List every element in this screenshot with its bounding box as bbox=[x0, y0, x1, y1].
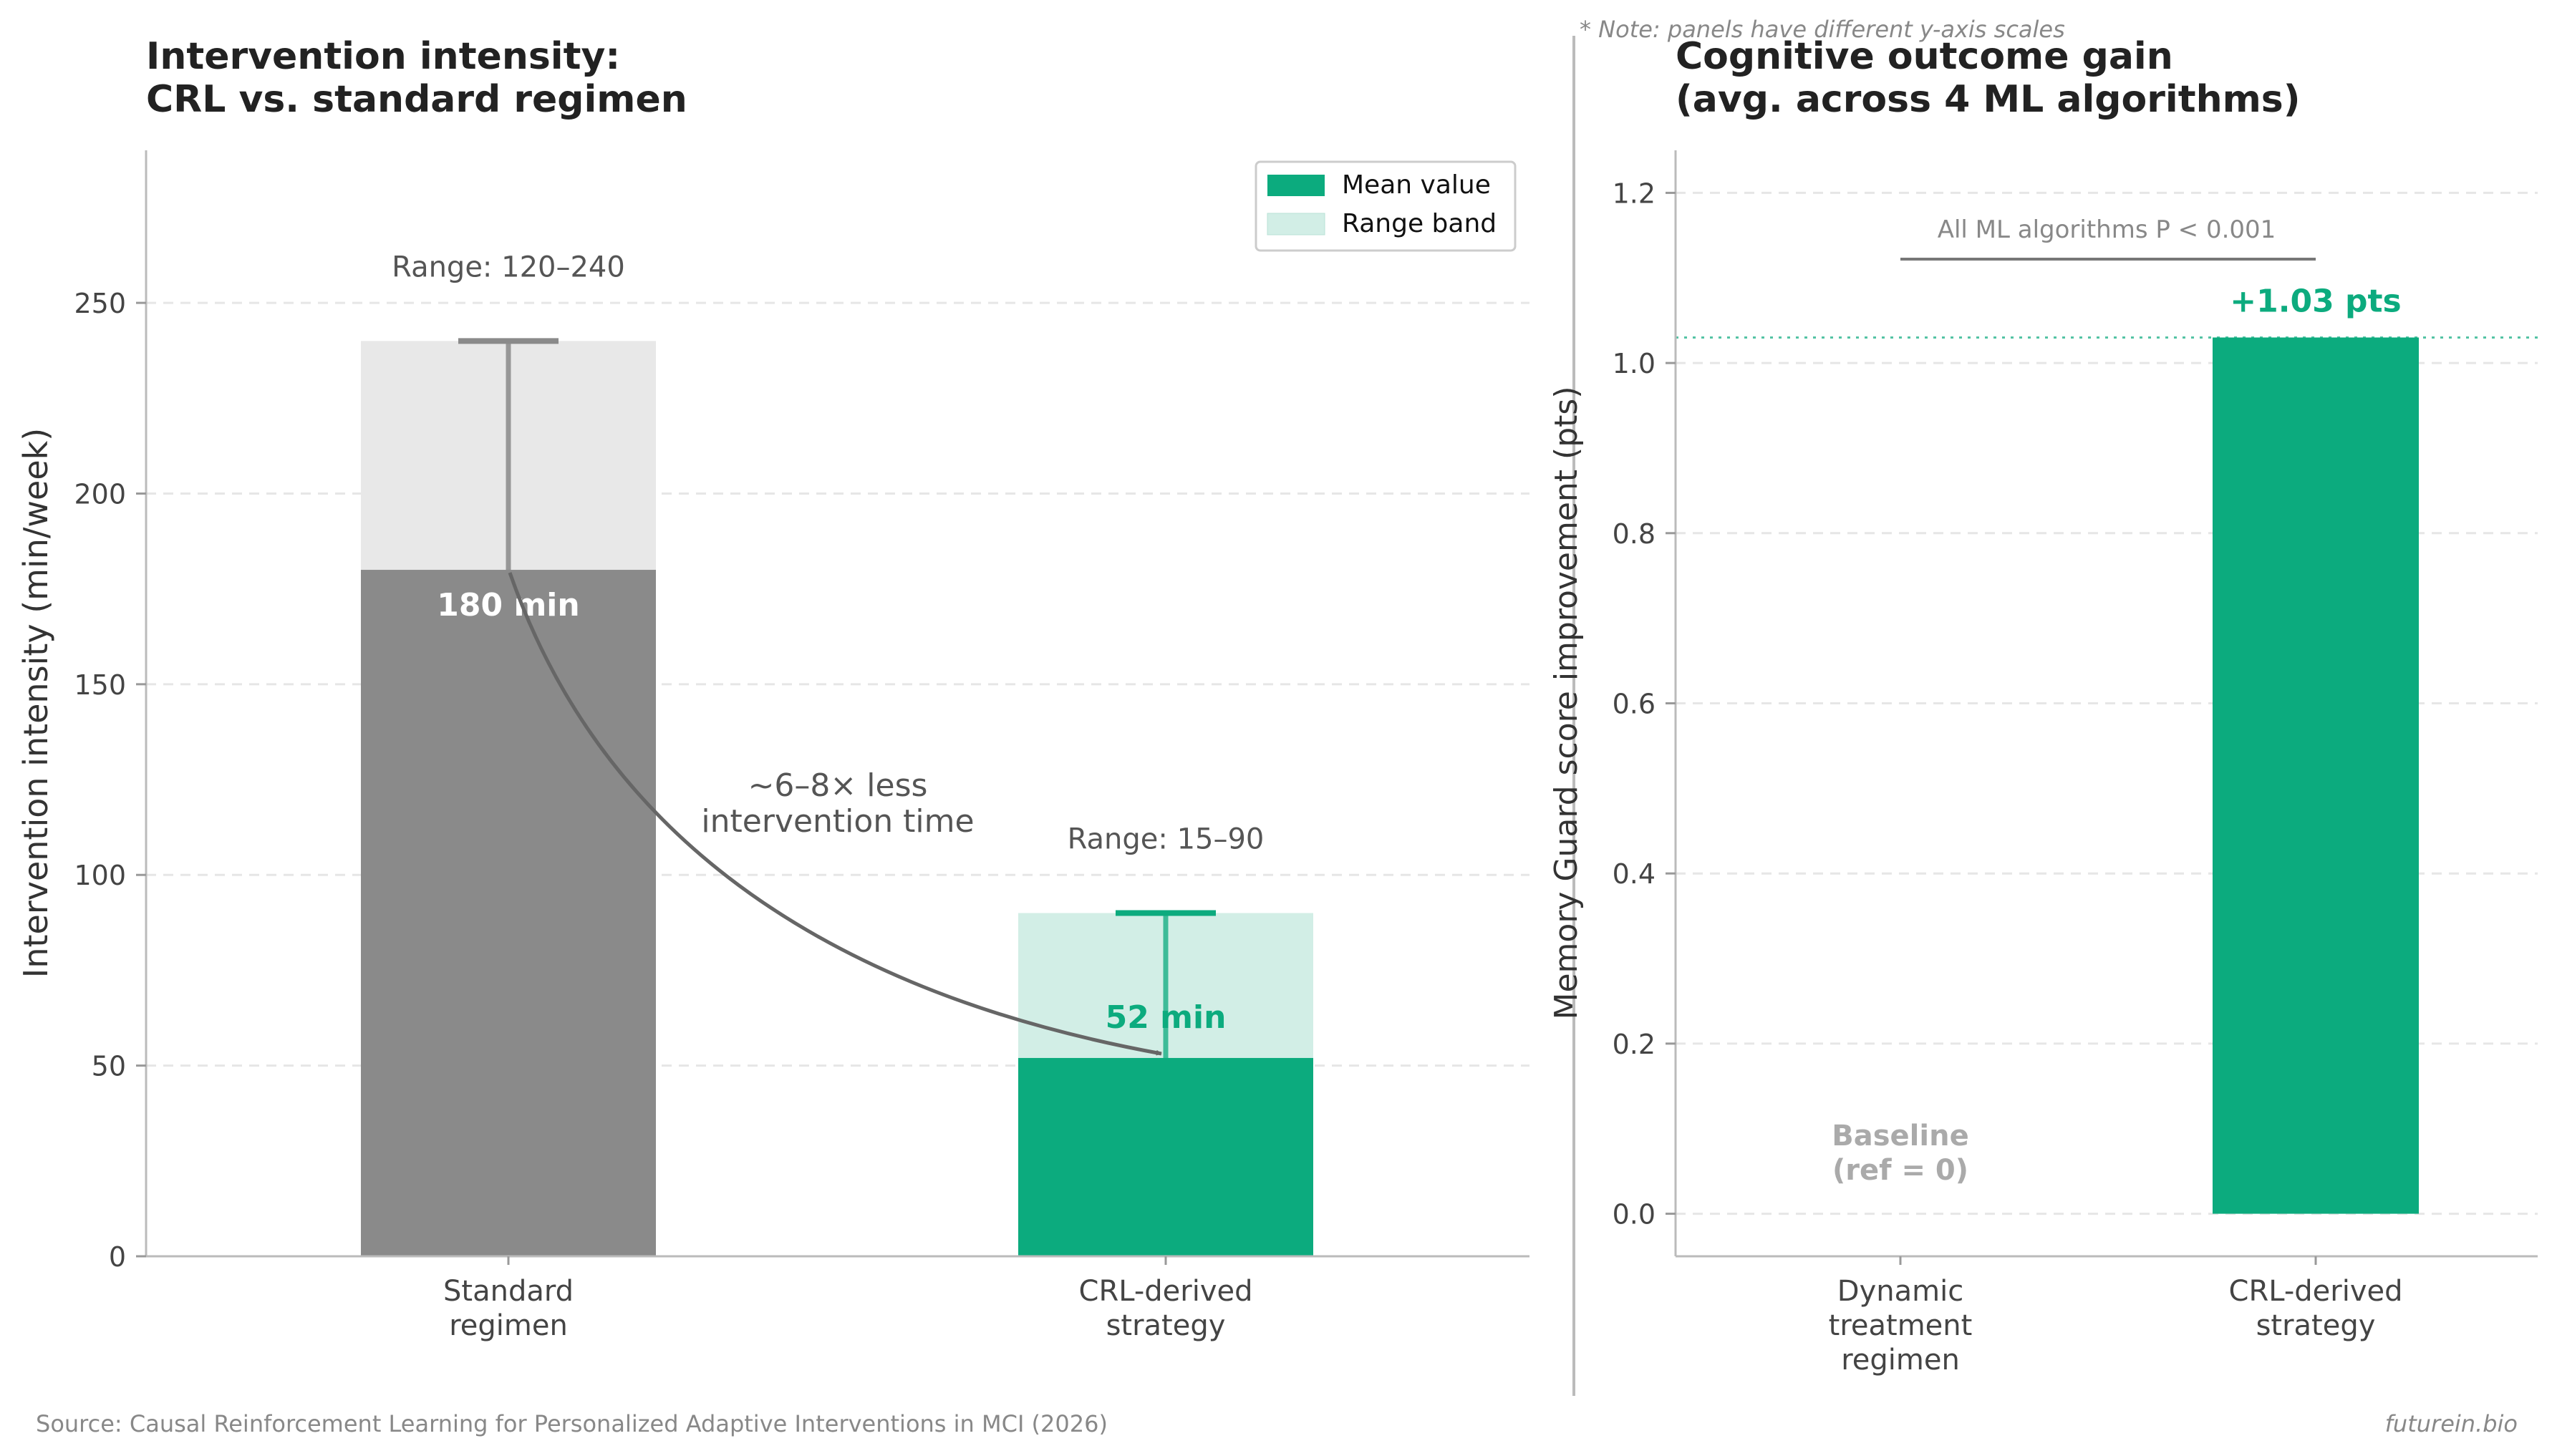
intensity-y-axis-label: Intervention intensity (min/week) bbox=[16, 428, 55, 978]
intensity-error-bars bbox=[458, 338, 1216, 1202]
range-label: Range: 15–90 bbox=[1068, 823, 1265, 856]
outcome-x-tick-label: regimen bbox=[1841, 1344, 1960, 1377]
mean-value-label: 180 min bbox=[437, 587, 579, 623]
outcome-value-label: +1.03 pts bbox=[2230, 283, 2401, 319]
outcome-x-tick-label: CRL-derived bbox=[2229, 1275, 2403, 1308]
scale-note: * Note: panels have different y-axis sca… bbox=[1580, 16, 2065, 43]
range-label: Range: 120–240 bbox=[392, 251, 625, 283]
outcome-y-tick-label: 1.0 bbox=[1613, 348, 1656, 379]
outcome-title-line-1: Cognitive outcome gain bbox=[1676, 35, 2173, 78]
intensity-panel: Intervention intensity: CRL vs. standard… bbox=[16, 35, 1529, 1342]
significance-label: All ML algorithms P < 0.001 bbox=[1938, 215, 2276, 244]
reduction-annotation-line-2: intervention time bbox=[701, 803, 974, 840]
legend-label-range: Range band bbox=[1342, 209, 1497, 238]
outcome-y-tick-label: 0.8 bbox=[1613, 518, 1656, 550]
intensity-x-tick-label: regimen bbox=[449, 1309, 568, 1342]
outcome-title-line-2: (avg. across 4 ML algorithms) bbox=[1676, 78, 2301, 121]
outcome-x-tick-label: Dynamic bbox=[1837, 1275, 1963, 1308]
source-note: Source: Causal Reinforcement Learning fo… bbox=[36, 1410, 1108, 1437]
intensity-title-line-2: CRL vs. standard regimen bbox=[146, 78, 687, 121]
reduction-arrow bbox=[508, 572, 1162, 1056]
outcome-y-tick-label: 0.0 bbox=[1613, 1199, 1656, 1231]
intensity-x-tick-label: Standard bbox=[443, 1275, 574, 1308]
outcome-bar bbox=[2213, 337, 2419, 1214]
outcome-y-tick-label: 1.2 bbox=[1613, 178, 1656, 209]
outcome-panel: Cognitive outcome gain (avg. across 4 ML… bbox=[1548, 35, 2538, 1377]
intensity-y-tick-label: 150 bbox=[74, 669, 126, 701]
outcome-y-tick-label: 0.4 bbox=[1613, 858, 1656, 890]
intensity-gridlines bbox=[146, 301, 1529, 1067]
intensity-x-tick-label: CRL-derived bbox=[1079, 1275, 1253, 1308]
legend-swatch-range bbox=[1267, 213, 1325, 236]
outcome-y-axis-label: Memory Guard score improvement (pts) bbox=[1548, 387, 1585, 1020]
intensity-y-tick-label: 100 bbox=[74, 860, 126, 891]
intensity-y-tick-label: 50 bbox=[92, 1051, 126, 1082]
baseline-label: Baseline bbox=[1832, 1120, 1968, 1152]
outcome-y-tick-label: 0.6 bbox=[1613, 689, 1656, 720]
outcome-x-tick-label: strategy bbox=[2256, 1309, 2376, 1342]
intensity-legend: Mean value Range band bbox=[1255, 160, 1517, 252]
intensity-y-tick-label: 200 bbox=[74, 478, 126, 510]
intensity-x-tick-label: strategy bbox=[1106, 1309, 1226, 1342]
mean-value-label: 52 min bbox=[1106, 999, 1227, 1036]
legend-label-mean: Mean value bbox=[1342, 170, 1491, 200]
intensity-title-line-1: Intervention intensity: bbox=[146, 35, 620, 78]
outcome-y-ticks: 0.0 0.2 0.4 0.6 0.8 1.0 1.2 bbox=[1613, 178, 1676, 1231]
outcome-y-tick-label: 0.2 bbox=[1613, 1029, 1656, 1060]
intensity-value-labels: Range: 120–240 Range: 15–90 180 min 52 min bbox=[392, 251, 1264, 1036]
outcome-value-labels: +1.03 pts Baseline(ref = 0) bbox=[1832, 283, 2401, 1187]
outcome-bars bbox=[2213, 337, 2419, 1214]
intensity-y-tick-label: 0 bbox=[109, 1241, 126, 1273]
reduction-annotation-line-1: ~6–8× less bbox=[748, 767, 928, 804]
outcome-x-tick-label: treatment bbox=[1829, 1309, 1973, 1342]
intensity-y-ticks: 0 50 100 150 200 250 bbox=[74, 288, 146, 1273]
legend-swatch-mean bbox=[1267, 175, 1325, 196]
outcome-gridlines bbox=[1676, 191, 2538, 1215]
brand-mark: futurein.bio bbox=[2385, 1410, 2518, 1437]
intensity-y-tick-label: 250 bbox=[74, 288, 126, 319]
baseline-label: (ref = 0) bbox=[1832, 1154, 1968, 1187]
